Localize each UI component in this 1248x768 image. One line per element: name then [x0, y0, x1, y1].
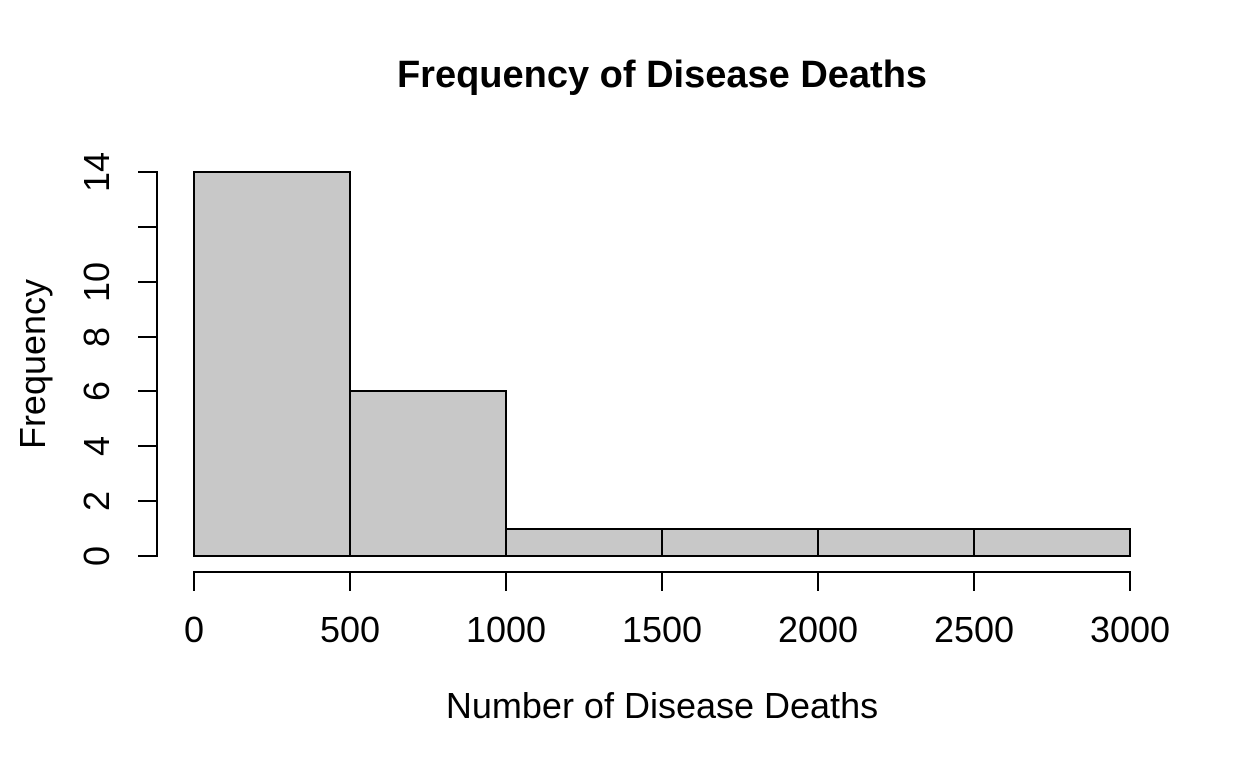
y-tick-label: 0 — [76, 545, 117, 567]
y-axis-tick — [138, 280, 158, 283]
x-tick-label: 2500 — [933, 609, 1015, 650]
x-axis-tick — [193, 571, 195, 591]
x-tick-label: 500 — [319, 609, 381, 650]
y-axis-tick — [138, 390, 158, 393]
x-tick-label: 1500 — [621, 609, 703, 650]
histogram-bar — [505, 527, 663, 557]
histogram-bar — [349, 390, 507, 557]
histogram-bar — [973, 527, 1131, 557]
x-axis-tick — [973, 571, 975, 591]
histogram-bar — [661, 527, 819, 557]
y-axis-title: Frequency — [12, 278, 53, 450]
histogram-bar — [193, 171, 351, 557]
y-axis-tick — [138, 445, 158, 448]
y-tick-label: 8 — [76, 326, 117, 347]
y-tick-label: 4 — [76, 436, 117, 457]
y-tick-label: 2 — [76, 491, 117, 512]
x-tick-label: 3000 — [1089, 609, 1171, 650]
y-tick-label: 6 — [76, 381, 117, 402]
y-tick-label: 10 — [76, 261, 117, 302]
x-axis-tick — [817, 571, 819, 591]
x-axis-title: Number of Disease Deaths — [445, 685, 879, 726]
y-axis-tick — [138, 500, 158, 503]
y-axis-line — [156, 171, 158, 557]
x-axis-tick — [661, 571, 663, 591]
histogram-bar — [817, 527, 975, 557]
x-axis-tick — [1129, 571, 1131, 591]
x-axis-tick — [349, 571, 351, 591]
x-tick-label: 1000 — [465, 609, 547, 650]
y-tick-label: 14 — [76, 151, 117, 193]
y-axis-tick — [138, 335, 158, 338]
y-axis-tick — [138, 171, 158, 173]
x-tick-label: 2000 — [777, 609, 859, 650]
y-axis-tick — [138, 555, 158, 557]
x-tick-label: 0 — [183, 609, 205, 650]
chart-title: Frequency of Disease Deaths — [396, 54, 928, 96]
y-axis-tick — [138, 225, 158, 228]
x-axis-tick — [505, 571, 507, 591]
